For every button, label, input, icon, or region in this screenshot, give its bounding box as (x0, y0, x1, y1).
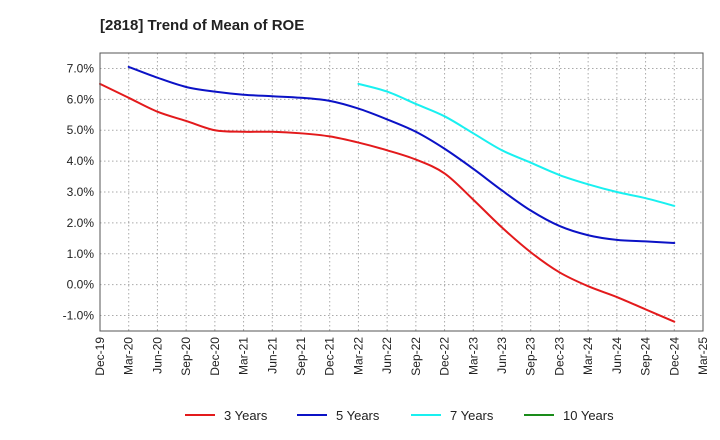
y-tick-label: -1.0% (63, 309, 95, 323)
x-tick-label: Dec-23 (552, 337, 566, 376)
x-tick-label: Sep-21 (294, 337, 308, 376)
series-line-3-years (99, 82, 676, 323)
x-tick-label: Sep-24 (639, 337, 653, 376)
x-tick-label: Mar-22 (351, 337, 365, 375)
y-tick-label: 6.0% (67, 92, 95, 106)
x-tick-label: Jun-22 (380, 337, 394, 374)
x-tick-label: Jun-21 (265, 337, 279, 374)
x-axis-ticks: Dec-19 Mar-20 Jun-20 Sep-20 Dec-20 Mar-21 Jun-… (93, 337, 710, 376)
legend-label: 3 Years (224, 408, 268, 423)
legend-label: 10 Years (563, 408, 614, 423)
series-lines (99, 65, 676, 323)
x-tick-label: Mar-25 (696, 337, 710, 375)
y-tick-label: 2.0% (67, 216, 95, 230)
y-tick-label: 0.0% (67, 278, 95, 292)
x-tick-label: Jun-20 (150, 337, 164, 374)
series-line-5-years (127, 65, 676, 244)
x-tick-label: Sep-23 (524, 337, 538, 376)
x-tick-label: Dec-22 (438, 337, 452, 376)
x-tick-label: Dec-21 (323, 337, 337, 376)
chart-title: [2818] Trend of Mean of ROE (100, 17, 304, 34)
y-tick-label: 7.0% (67, 61, 95, 75)
x-tick-label: Dec-20 (208, 337, 222, 376)
x-tick-label: Jun-23 (495, 337, 509, 374)
y-tick-label: 1.0% (67, 247, 95, 261)
legend-label: 7 Years (450, 408, 494, 423)
legend-label: 5 Years (336, 408, 380, 423)
series-line-7-years (357, 82, 676, 207)
x-tick-label: Mar-21 (237, 337, 251, 375)
x-tick-label: Mar-20 (122, 337, 136, 375)
x-tick-label: Mar-24 (581, 337, 595, 375)
x-tick-label: Dec-24 (667, 337, 681, 376)
y-axis-ticks: -1.0% 0.0% 1.0% 2.0% 3.0% 4.0% 5.0% 6.0% 7.0% (63, 61, 95, 322)
y-tick-label: 3.0% (67, 185, 95, 199)
legend: 3 Years 5 Years 7 Years 10 Years (185, 408, 614, 423)
grid (100, 53, 703, 331)
y-tick-label: 4.0% (67, 154, 95, 168)
x-tick-label: Mar-23 (466, 337, 480, 375)
x-tick-label: Dec-19 (93, 337, 107, 376)
x-tick-label: Sep-20 (179, 337, 193, 376)
plot-area (99, 52, 704, 332)
x-tick-label: Sep-22 (409, 337, 423, 376)
y-tick-label: 5.0% (67, 123, 95, 137)
x-tick-label: Jun-24 (610, 337, 624, 374)
